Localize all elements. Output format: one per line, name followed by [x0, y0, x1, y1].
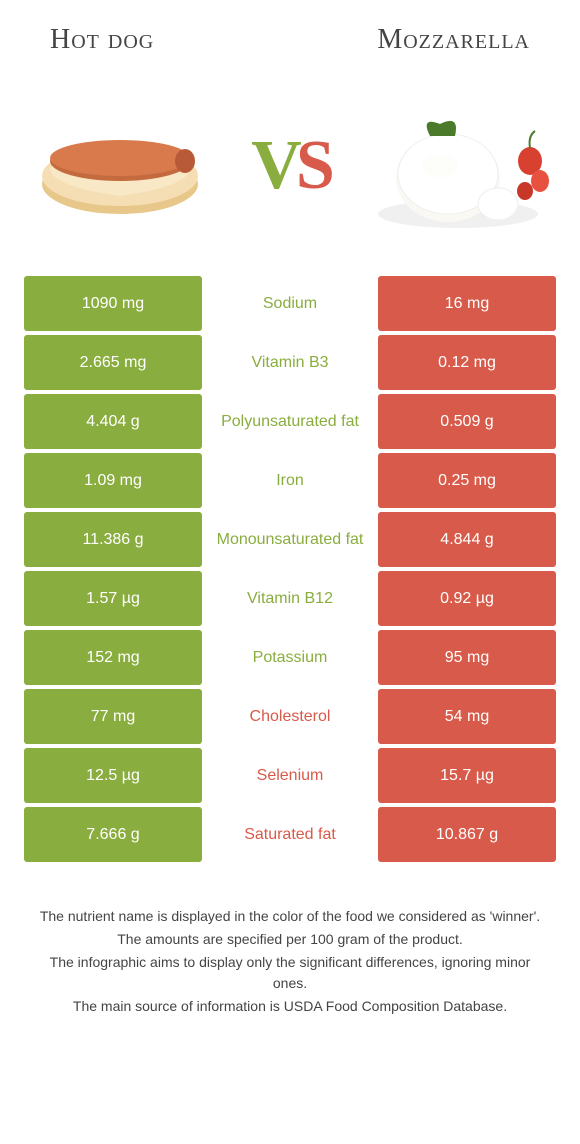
footer-line-3: The infographic aims to display only the…: [34, 952, 546, 994]
table-row: 1.57 µgVitamin B120.92 µg: [24, 571, 556, 626]
nutrient-label: Cholesterol: [202, 689, 378, 744]
nutrient-label: Selenium: [202, 748, 378, 803]
value-left: 1.09 mg: [24, 453, 202, 508]
nutrient-label: Polyunsaturated fat: [202, 394, 378, 449]
title-left: Hot dog: [50, 24, 154, 56]
vs-v: V: [251, 127, 296, 204]
value-right: 54 mg: [378, 689, 556, 744]
vs-s: S: [296, 127, 329, 204]
footer-line-2: The amounts are specified per 100 gram o…: [34, 929, 546, 950]
table-row: 7.666 gSaturated fat10.867 g: [24, 807, 556, 862]
value-left: 11.386 g: [24, 512, 202, 567]
value-left: 4.404 g: [24, 394, 202, 449]
nutrient-label: Saturated fat: [202, 807, 378, 862]
value-right: 0.25 mg: [378, 453, 556, 508]
value-right: 0.92 µg: [378, 571, 556, 626]
table-row: 4.404 gPolyunsaturated fat0.509 g: [24, 394, 556, 449]
mozzarella-image: [370, 96, 550, 236]
value-left: 152 mg: [24, 630, 202, 685]
value-right: 0.509 g: [378, 394, 556, 449]
hotdog-image: [30, 96, 210, 236]
value-right: 4.844 g: [378, 512, 556, 567]
table-row: 77 mgCholesterol54 mg: [24, 689, 556, 744]
nutrient-table: 1090 mgSodium16 mg2.665 mgVitamin B30.12…: [0, 276, 580, 862]
nutrient-label: Potassium: [202, 630, 378, 685]
images-row: VS: [0, 66, 580, 276]
value-left: 1090 mg: [24, 276, 202, 331]
nutrient-label: Vitamin B12: [202, 571, 378, 626]
nutrient-label: Iron: [202, 453, 378, 508]
footer-line-1: The nutrient name is displayed in the co…: [34, 906, 546, 927]
value-right: 0.12 mg: [378, 335, 556, 390]
vs-label: VS: [251, 126, 329, 206]
value-right: 15.7 µg: [378, 748, 556, 803]
value-left: 12.5 µg: [24, 748, 202, 803]
footer-notes: The nutrient name is displayed in the co…: [0, 866, 580, 1017]
nutrient-label: Sodium: [202, 276, 378, 331]
value-right: 95 mg: [378, 630, 556, 685]
nutrient-label: Monounsaturated fat: [202, 512, 378, 567]
table-row: 1.09 mgIron0.25 mg: [24, 453, 556, 508]
value-left: 1.57 µg: [24, 571, 202, 626]
footer-line-4: The main source of information is USDA F…: [34, 996, 546, 1017]
value-right: 16 mg: [378, 276, 556, 331]
header-row: Hot dog Mozzarella: [0, 0, 580, 66]
value-left: 7.666 g: [24, 807, 202, 862]
table-row: 1090 mgSodium16 mg: [24, 276, 556, 331]
nutrient-label: Vitamin B3: [202, 335, 378, 390]
table-row: 2.665 mgVitamin B30.12 mg: [24, 335, 556, 390]
table-row: 12.5 µgSelenium15.7 µg: [24, 748, 556, 803]
value-right: 10.867 g: [378, 807, 556, 862]
table-row: 152 mgPotassium95 mg: [24, 630, 556, 685]
title-right: Mozzarella: [377, 24, 530, 56]
value-left: 2.665 mg: [24, 335, 202, 390]
value-left: 77 mg: [24, 689, 202, 744]
table-row: 11.386 gMonounsaturated fat4.844 g: [24, 512, 556, 567]
